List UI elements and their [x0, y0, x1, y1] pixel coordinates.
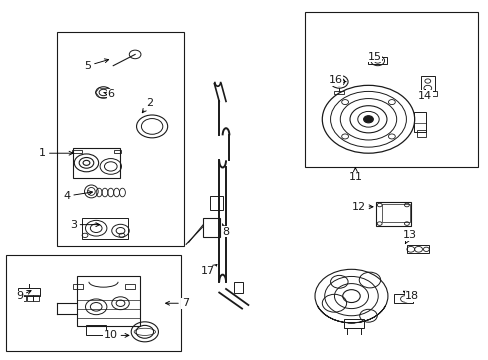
Bar: [86, 325, 106, 336]
Bar: [19, 288, 40, 296]
Bar: [81, 217, 127, 239]
Bar: [20, 296, 26, 301]
Text: 5: 5: [84, 59, 108, 71]
Bar: [210, 196, 222, 210]
Text: 14: 14: [417, 90, 431, 101]
Bar: [27, 296, 32, 301]
Bar: [334, 91, 344, 94]
Bar: [407, 246, 428, 253]
Bar: [344, 319, 363, 328]
Bar: [233, 282, 242, 293]
Bar: [33, 296, 39, 301]
Text: 3: 3: [70, 220, 100, 230]
Text: 1: 1: [39, 148, 73, 158]
Bar: [203, 217, 220, 237]
Bar: [416, 130, 425, 137]
Text: 17: 17: [201, 265, 217, 276]
Bar: [375, 202, 410, 226]
Bar: [57, 32, 183, 246]
Bar: [413, 112, 425, 132]
Bar: [393, 294, 412, 303]
Bar: [417, 91, 436, 96]
Text: 12: 12: [351, 202, 372, 212]
Bar: [420, 76, 434, 91]
Text: 11: 11: [347, 168, 362, 182]
Text: 13: 13: [402, 230, 416, 244]
Bar: [305, 12, 477, 167]
Bar: [381, 204, 409, 222]
Bar: [77, 276, 140, 327]
Bar: [72, 150, 81, 153]
Text: 15: 15: [367, 52, 382, 62]
Bar: [114, 150, 121, 153]
Text: 10: 10: [103, 330, 129, 341]
Bar: [6, 255, 181, 351]
Circle shape: [363, 116, 372, 123]
Bar: [125, 284, 135, 289]
Bar: [368, 58, 386, 64]
Text: 7: 7: [165, 298, 188, 308]
Text: 2: 2: [142, 98, 153, 113]
Text: 6: 6: [104, 89, 114, 99]
Bar: [73, 284, 83, 289]
Text: 18: 18: [403, 291, 418, 301]
Text: 16: 16: [328, 75, 346, 85]
Text: 8: 8: [222, 224, 229, 237]
Text: 4: 4: [63, 191, 92, 201]
Text: 9: 9: [16, 291, 31, 301]
Bar: [73, 148, 119, 178]
